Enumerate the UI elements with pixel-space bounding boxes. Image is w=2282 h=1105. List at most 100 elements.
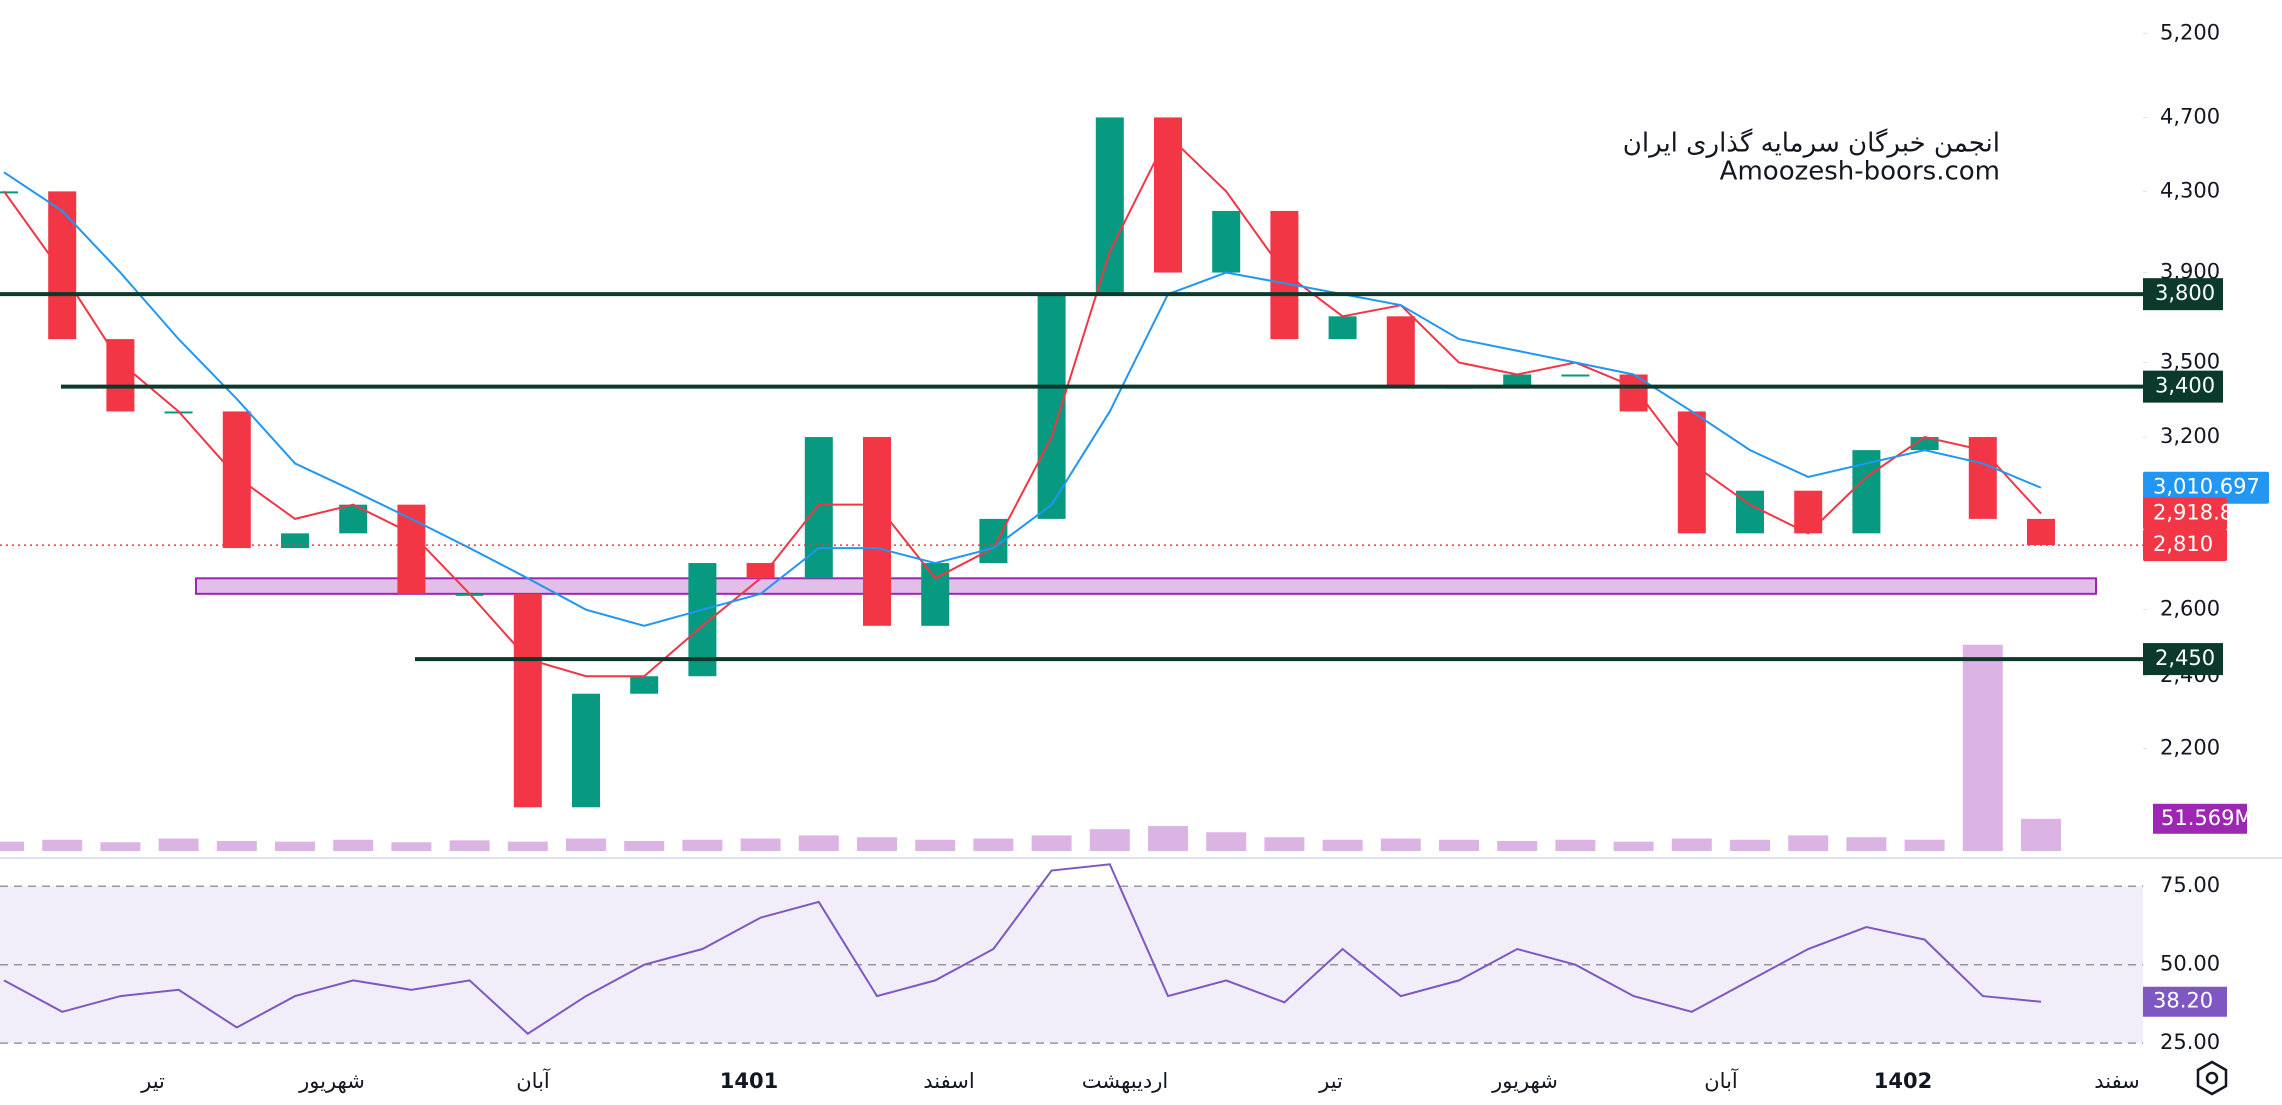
candle: [1270, 210, 1299, 340]
candle: [1794, 490, 1823, 534]
x-tick-label: 1402: [1874, 1069, 1932, 1093]
volume-last-box: [2153, 803, 2247, 834]
volume-bar: [0, 841, 24, 851]
volume-bar: [1846, 837, 1887, 851]
volume-bar: [566, 838, 606, 851]
rsi-line: [3, 863, 2042, 1036]
rsi-tick-label: 75.00: [2160, 873, 2220, 897]
rsi-tick-label: 50.00: [2160, 952, 2220, 976]
volume-bar: [973, 838, 1014, 851]
x-tick-label: شهریور: [298, 1069, 365, 1093]
candle: [1095, 117, 1124, 295]
level-label: 2,450: [2155, 646, 2215, 670]
volume-bar: [740, 838, 781, 851]
candle: [1677, 411, 1706, 534]
volume-bar: [1671, 838, 1712, 851]
volume-bar: [1904, 839, 1945, 851]
volume-bar: [216, 841, 257, 851]
volume-bar: [1439, 839, 1479, 851]
volume-bar: [1613, 841, 1654, 851]
candle: [222, 411, 251, 549]
rsi-last-box: [2143, 986, 2227, 1017]
x-tick-label: سفند: [2094, 1069, 2140, 1093]
x-tick-label: آبان: [516, 1068, 551, 1093]
candle: [863, 437, 891, 626]
candle: [1910, 437, 1939, 451]
volume-bar: [1322, 839, 1363, 851]
volume-bar: [798, 835, 839, 851]
rsi-last-label: 38.20: [2153, 989, 2213, 1013]
x-tick-label: تیر: [1318, 1069, 1343, 1093]
candle: [281, 533, 309, 549]
support-zone: [195, 577, 2097, 595]
watermark: انجمن خبرگان سرمایه گذاری ایران: [1623, 128, 2000, 159]
volume-bar: [682, 839, 723, 851]
volume-bar: [1148, 826, 1188, 851]
y-tick-label: 4,700: [2160, 104, 2220, 128]
rsi-tick-label: 25.00: [2160, 1030, 2220, 1054]
volume-bar: [42, 839, 83, 851]
candle: [572, 693, 600, 808]
y-tick-label: 2,600: [2160, 597, 2220, 621]
candle: [1328, 316, 1357, 340]
candle: [48, 191, 77, 340]
candle: [1561, 374, 1590, 377]
volume-bar: [1788, 835, 1829, 851]
volume-bar: [1962, 644, 2003, 851]
x-tick-label: اسفند: [923, 1069, 974, 1093]
candle: [1503, 374, 1532, 387]
volume-bar: [1206, 832, 1247, 851]
volume-bar: [100, 842, 141, 851]
volume-bar: [857, 837, 897, 851]
candle: [630, 676, 659, 694]
volume-bar: [624, 841, 665, 851]
price-label: 2,918.8: [2153, 501, 2233, 525]
level-label: 3,400: [2155, 374, 2215, 398]
y-tick-label: 2,200: [2160, 736, 2220, 760]
volume-bar: [1555, 839, 1596, 851]
x-tick-label: اردیبهشت: [1082, 1069, 1169, 1093]
volume-last-label: 51.569M: [2161, 806, 2253, 830]
volume-bar: [1730, 839, 1770, 851]
volume-bar: [1497, 841, 1538, 851]
volume-bar: [391, 842, 432, 851]
candle: [804, 437, 833, 579]
volume-bar: [1380, 838, 1421, 851]
y-tick-label: 3,500: [2160, 350, 2220, 374]
volume-bar: [915, 839, 956, 851]
volume-bar: [333, 839, 374, 851]
candle: [746, 563, 775, 579]
moving-average: [3, 133, 2042, 678]
candle: [2027, 518, 2055, 546]
y-tick-label: 3,200: [2160, 424, 2220, 448]
volume-bar: [158, 838, 199, 851]
candle: [106, 339, 135, 412]
volume-bar: [507, 841, 548, 851]
candle: [0, 191, 18, 194]
watermark: Amoozesh-boors.com: [1720, 157, 2000, 187]
candle: [513, 593, 542, 808]
price-label: 2,810: [2153, 532, 2213, 556]
volume-bar: [1031, 835, 1072, 851]
price-box: [2143, 497, 2227, 530]
x-tick-label: 1401: [720, 1069, 778, 1093]
price-box: [2143, 529, 2227, 562]
level-box: [2143, 370, 2223, 403]
volume-bar: [2021, 818, 2061, 851]
volume-bar: [449, 840, 490, 851]
x-tick-label: شهریور: [1491, 1069, 1558, 1093]
y-tick-label: 5,200: [2160, 20, 2220, 44]
level-box: [2143, 278, 2223, 311]
candle: [1154, 117, 1182, 273]
level-box: [2143, 643, 2223, 676]
price-box: [2143, 471, 2269, 504]
price-label: 3,010.697: [2153, 475, 2260, 499]
candle: [1386, 316, 1415, 387]
logo[interactable]: [2196, 1060, 2228, 1096]
volume-bar: [275, 841, 315, 851]
x-tick-label: تیر: [140, 1069, 165, 1093]
volume-bar: [1089, 829, 1130, 851]
moving-average: [3, 171, 2042, 627]
x-tick-label: آبان: [1704, 1068, 1739, 1093]
